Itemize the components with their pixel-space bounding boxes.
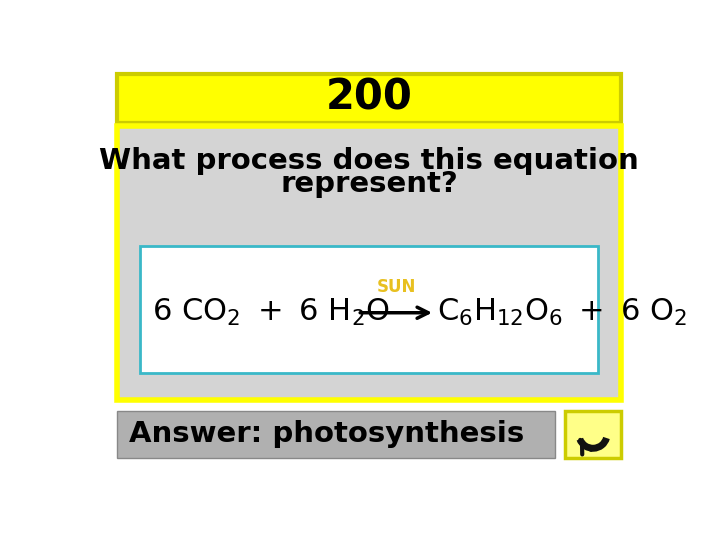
- Text: 200: 200: [325, 77, 413, 119]
- FancyBboxPatch shape: [140, 246, 598, 373]
- FancyBboxPatch shape: [117, 74, 621, 123]
- Text: represent?: represent?: [280, 170, 458, 198]
- Text: Answer: photosynthesis: Answer: photosynthesis: [129, 421, 524, 448]
- FancyBboxPatch shape: [565, 411, 621, 457]
- FancyBboxPatch shape: [117, 411, 555, 457]
- FancyBboxPatch shape: [117, 126, 621, 400]
- Text: SUN: SUN: [377, 278, 416, 296]
- Text: $\mathsf{6\ CO_2\ +\ 6\ H_2O}$: $\mathsf{6\ CO_2\ +\ 6\ H_2O}$: [152, 297, 390, 328]
- Text: $\mathsf{C_6H_{12}O_6\ +\ 6\ O_2}$: $\mathsf{C_6H_{12}O_6\ +\ 6\ O_2}$: [437, 297, 688, 328]
- Text: What process does this equation: What process does this equation: [99, 147, 639, 175]
